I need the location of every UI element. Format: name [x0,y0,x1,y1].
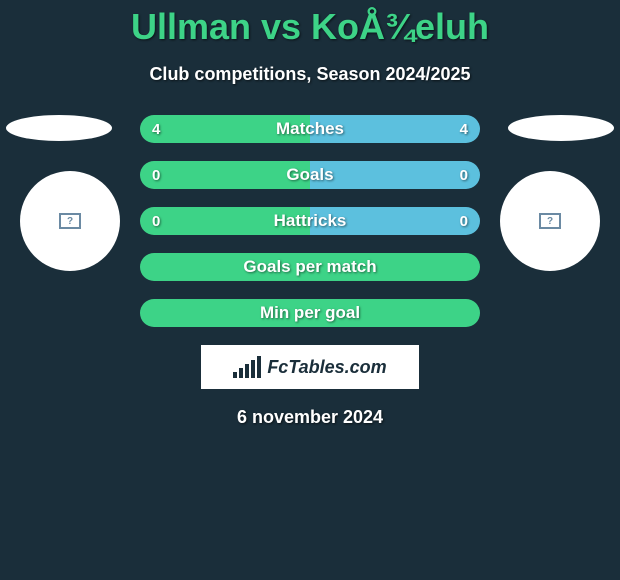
stat-label: Hattricks [140,211,480,231]
stat-label: Min per goal [140,303,480,323]
brand-text: FcTables.com [267,357,386,378]
brand-bars-icon [233,356,261,378]
stat-left-value: 0 [152,213,160,230]
stat-right-value: 0 [460,167,468,184]
flag-placeholder-left [6,115,112,141]
avatar-left: ? [20,171,120,271]
comparison-panel: ? ? 4 Matches 4 0 Goals 0 0 Hattricks 0 … [0,115,620,428]
flag-placeholder-right [508,115,614,141]
stat-row-goals-per-match: Goals per match [140,253,480,281]
stat-left-value: 4 [152,121,160,138]
stat-bars: 4 Matches 4 0 Goals 0 0 Hattricks 0 Goal… [140,115,480,327]
stat-row-min-per-goal: Min per goal [140,299,480,327]
date-label: 6 november 2024 [0,407,620,428]
avatar-right: ? [500,171,600,271]
brand-banner[interactable]: FcTables.com [201,345,419,389]
page-title: Ullman vs KoÅ¾eluh [0,0,620,48]
page-subtitle: Club competitions, Season 2024/2025 [0,64,620,85]
stat-row-matches: 4 Matches 4 [140,115,480,143]
placeholder-icon: ? [59,213,81,229]
stat-right-value: 4 [460,121,468,138]
stat-left-value: 0 [152,167,160,184]
stat-row-goals: 0 Goals 0 [140,161,480,189]
stat-label: Goals per match [140,257,480,277]
placeholder-icon: ? [539,213,561,229]
stat-row-hattricks: 0 Hattricks 0 [140,207,480,235]
stat-right-value: 0 [460,213,468,230]
stat-label: Goals [140,165,480,185]
stat-label: Matches [140,119,480,139]
